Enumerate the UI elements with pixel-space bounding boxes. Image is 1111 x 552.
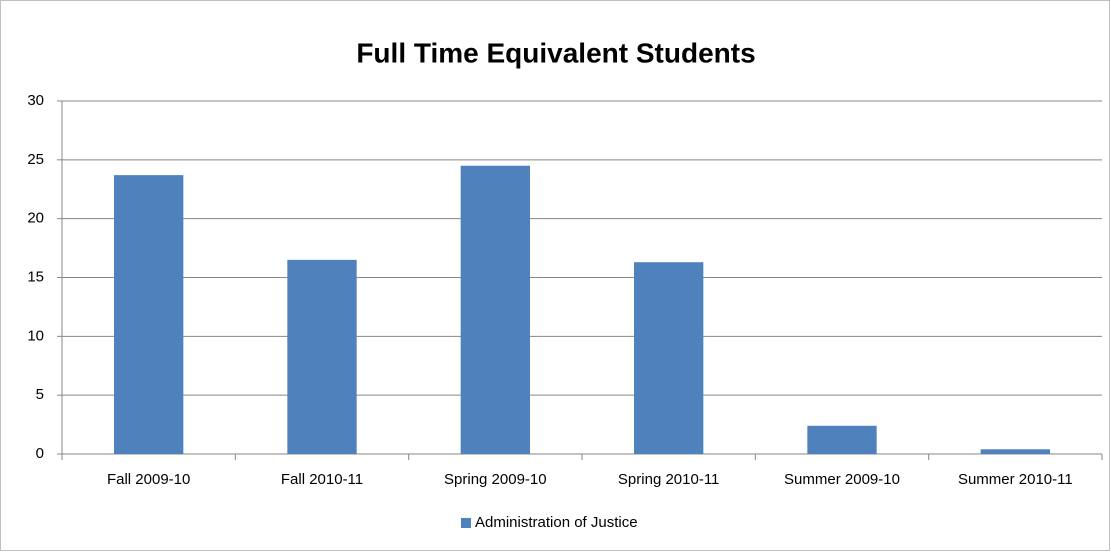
y-tick-label: 10 — [27, 327, 44, 344]
x-tick-label: Fall 2010-11 — [281, 471, 363, 488]
legend-label: Administration of Justice — [475, 514, 638, 531]
x-tick-label: Summer 2010-11 — [958, 471, 1073, 488]
legend-swatch — [461, 518, 471, 528]
x-tick-label: Spring 2009-10 — [444, 471, 547, 488]
y-tick-label: 15 — [27, 268, 44, 285]
chart-title: Full Time Equivalent Students — [356, 37, 755, 68]
y-tick-label: 30 — [27, 92, 44, 109]
x-tick-label: Fall 2009-10 — [107, 471, 190, 488]
x-tick-label: Spring 2010-11 — [618, 471, 719, 488]
bar — [980, 449, 1050, 454]
bar — [460, 165, 530, 454]
y-tick-label: 20 — [27, 210, 44, 227]
bar — [807, 425, 877, 454]
bar — [634, 262, 704, 454]
y-tick-label: 0 — [36, 445, 44, 462]
y-tick-label: 25 — [27, 151, 44, 168]
bar — [114, 175, 184, 454]
bar — [287, 259, 357, 454]
y-tick-label: 5 — [36, 386, 44, 403]
x-tick-label: Summer 2009-10 — [784, 471, 900, 488]
